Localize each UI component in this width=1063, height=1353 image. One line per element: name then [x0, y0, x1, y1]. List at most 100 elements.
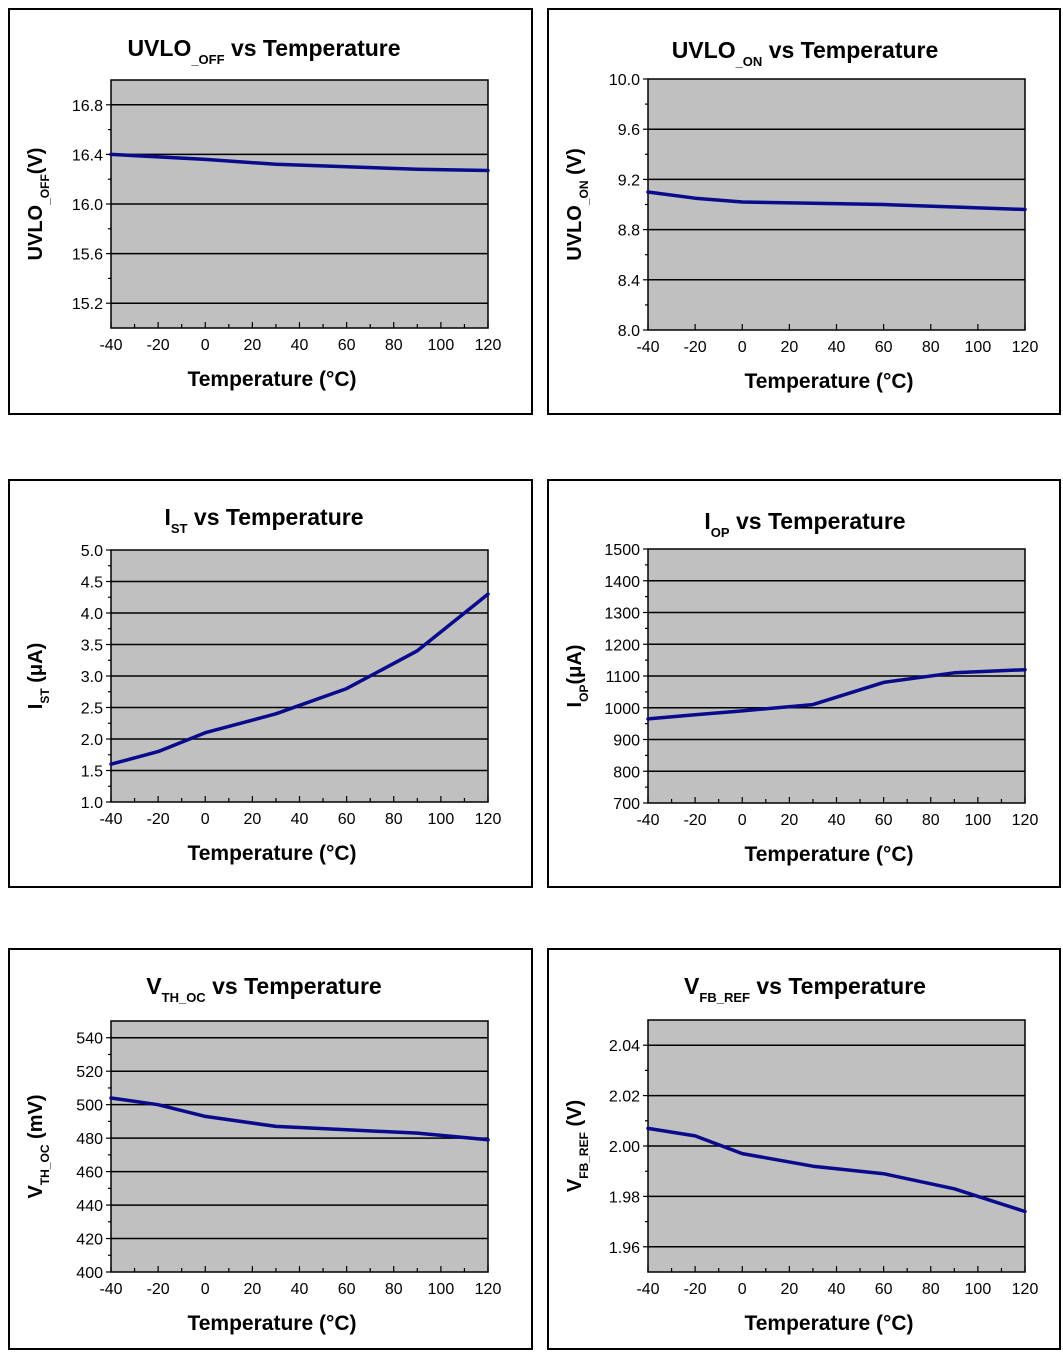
x-tick-label: -40	[99, 1281, 122, 1298]
chart-svg-vfb-ref: 1.96 1.98 2.00 2.02 2.04 -40 -20 0 20 40 60 80 100 12…	[564, 973, 1039, 1335]
y-tick-label: 1.5	[81, 764, 103, 781]
x-tick-label: 0	[201, 1281, 210, 1298]
x-tick-label: 120	[1012, 339, 1039, 356]
x-tick-label: 80	[922, 1281, 940, 1298]
y-tick-label: 2.0	[81, 732, 103, 749]
x-tick-label: -40	[636, 339, 659, 356]
y-axis-label: VTH_OC (mV)	[25, 1094, 52, 1198]
x-tick-label: -20	[147, 811, 170, 828]
y-tick-label: 400	[76, 1265, 103, 1282]
x-axis-label: Temperature (°C)	[187, 842, 356, 865]
x-tick-label: 100	[428, 811, 455, 828]
x-tick-label: 80	[922, 339, 940, 356]
y-tick-label: 8.8	[618, 223, 640, 240]
y-axis-label: UVLO_OFF(V)	[25, 148, 52, 261]
y-axis-label: IOP(μA)	[564, 645, 591, 708]
x-tick-label: 20	[780, 812, 798, 829]
x-tick-label: 60	[338, 337, 356, 354]
x-tick-label: 40	[828, 812, 846, 829]
chart-svg-vth-oc: 400 420 440 460 480 500 520 540 -40 -20 0 20 40 60 80 1…	[25, 973, 502, 1335]
y-tick-label: 16.8	[72, 98, 103, 115]
y-tick-label: 9.2	[618, 172, 640, 189]
y-tick-label: 500	[76, 1098, 103, 1115]
x-axis-label: Temperature (°C)	[187, 368, 356, 391]
y-tick-label: 9.6	[618, 122, 640, 139]
x-axis-label: Temperature (°C)	[744, 370, 913, 393]
y-axis-label: IST (μA)	[25, 643, 52, 709]
x-tick-label: 20	[243, 1281, 261, 1298]
x-axis-label: Temperature (°C)	[744, 1312, 913, 1335]
y-tick-label: 10.0	[609, 72, 640, 89]
x-tick-label: 0	[738, 339, 747, 356]
y-tick-label: 3.5	[81, 638, 103, 655]
x-tick-label: 120	[475, 811, 502, 828]
x-tick-label: 0	[738, 812, 747, 829]
x-tick-label: 0	[201, 811, 210, 828]
x-tick-label: 20	[780, 339, 798, 356]
x-tick-label: 120	[475, 337, 502, 354]
y-tick-label: 800	[613, 764, 640, 781]
y-tick-label: 460	[76, 1165, 103, 1182]
y-tick-label: 3.0	[81, 669, 103, 686]
y-tick-label: 1.0	[81, 795, 103, 812]
y-tick-label: 15.6	[72, 247, 103, 264]
y-tick-label: 15.2	[72, 296, 103, 313]
chart-title: UVLO_OFF vs Temperature	[127, 35, 400, 67]
y-tick-label: 2.5	[81, 701, 103, 718]
x-tick-label: -40	[99, 811, 122, 828]
x-tick-label: -40	[99, 337, 122, 354]
x-tick-label: -20	[684, 339, 707, 356]
x-tick-label: 80	[922, 812, 940, 829]
x-tick-label: 100	[428, 337, 455, 354]
y-tick-label: 1.96	[609, 1240, 640, 1257]
x-tick-label: 120	[1012, 1281, 1039, 1298]
chart-panel-iop: 700 800 900 1000 1100 1200 1300 1400 1500 -40 -20 0…	[547, 479, 1061, 888]
y-tick-label: 440	[76, 1198, 103, 1215]
x-tick-label: -20	[147, 1281, 170, 1298]
y-tick-label: 2.04	[609, 1038, 640, 1055]
x-tick-label: 100	[428, 1281, 455, 1298]
x-tick-label: 120	[475, 1281, 502, 1298]
chart-panel-uvlo-on: 8.0 8.4 8.8 9.2 9.6 10.0 -40 -20 0 20 40 60 80 100 120…	[547, 8, 1061, 415]
x-tick-label: 60	[875, 339, 893, 356]
x-tick-label: 60	[338, 811, 356, 828]
x-tick-label: 40	[291, 1281, 309, 1298]
x-tick-label: 40	[828, 339, 846, 356]
x-tick-label: -20	[684, 1281, 707, 1298]
x-tick-label: -20	[684, 812, 707, 829]
chart-panel-vfb-ref: 1.96 1.98 2.00 2.02 2.04 -40 -20 0 20 40 60 80 100 12…	[547, 948, 1061, 1350]
y-tick-label: 5.0	[81, 543, 103, 560]
x-tick-label: 40	[291, 337, 309, 354]
chart-title: UVLO_ON vs Temperature	[672, 37, 939, 69]
chart-title: VFB_REF vs Temperature	[684, 973, 926, 1005]
y-tick-label: 540	[76, 1031, 103, 1048]
y-tick-label: 8.4	[618, 273, 640, 290]
x-tick-label: 20	[780, 1281, 798, 1298]
chart-panel-vth-oc: 400 420 440 460 480 500 520 540 -40 -20 0 20 40 60 80 1…	[8, 948, 533, 1350]
x-axis-label: Temperature (°C)	[744, 843, 913, 866]
x-tick-label: 100	[965, 1281, 992, 1298]
y-tick-label: 480	[76, 1131, 103, 1148]
y-tick-label: 1300	[604, 606, 640, 623]
plot-area	[110, 1020, 489, 1273]
x-tick-label: 40	[291, 811, 309, 828]
y-tick-label: 900	[613, 733, 640, 750]
y-tick-label: 16.0	[72, 197, 103, 214]
x-tick-label: 80	[385, 1281, 403, 1298]
chart-svg-ist: 1.0 1.5 2.0 2.5 3.0 3.5 4.0 4.5 5.0 -40 -20 0 20 40 60…	[25, 504, 502, 865]
y-tick-label: 700	[613, 796, 640, 813]
y-tick-label: 16.4	[72, 147, 103, 164]
x-tick-label: -20	[147, 337, 170, 354]
y-tick-label: 1200	[604, 637, 640, 654]
chart-svg-uvlo-off: 15.2 15.6 16.0 16.4 16.8 -40 -20 0 20 40 60 80 100 12…	[25, 35, 502, 391]
y-tick-label: 1000	[604, 701, 640, 718]
y-tick-label: 4.0	[81, 606, 103, 623]
x-tick-label: -40	[636, 812, 659, 829]
chart-title: IST vs Temperature	[165, 504, 364, 536]
y-tick-label: 2.00	[609, 1139, 640, 1156]
y-tick-label: 4.5	[81, 575, 103, 592]
x-tick-label: 60	[338, 1281, 356, 1298]
x-tick-label: 120	[1012, 812, 1039, 829]
x-tick-label: 20	[243, 337, 261, 354]
x-tick-label: 80	[385, 811, 403, 828]
